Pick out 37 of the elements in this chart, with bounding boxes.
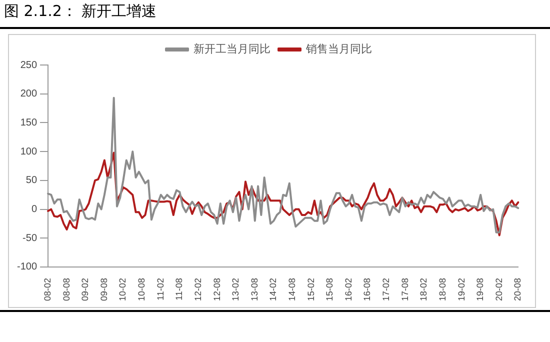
- x-tick-label: 18-02: [418, 278, 429, 302]
- x-tick-label: 08-08: [61, 278, 72, 302]
- x-tick-label: 17-08: [400, 278, 410, 302]
- x-tick-label: 19-02: [456, 278, 466, 302]
- x-tick-label: 18-08: [437, 278, 448, 302]
- y-tick-label: 250: [20, 60, 38, 71]
- x-tick-label: 17-02: [381, 278, 392, 302]
- x-tick-label: 09-02: [80, 278, 90, 302]
- x-tick-label: 13-08: [249, 278, 260, 302]
- x-tick-label: 14-08: [286, 278, 297, 302]
- x-tick-label: 10-08: [136, 278, 147, 302]
- x-tick-label: 12-08: [212, 278, 222, 302]
- x-tick-label: 20-08: [512, 278, 523, 302]
- x-tick-label: 09-08: [98, 278, 109, 302]
- y-tick-label: 50: [26, 175, 38, 186]
- x-tick-label: 13-02: [230, 278, 241, 302]
- x-tick-label: 16-08: [362, 278, 372, 302]
- x-tick-label: 15-02: [306, 278, 316, 302]
- x-tick-label: 16-02: [343, 278, 354, 302]
- x-tick-label: 20-02: [494, 278, 504, 302]
- y-tick-label: 150: [20, 117, 38, 128]
- y-tick-label: 100: [20, 146, 38, 158]
- x-tick-label: 19-08: [475, 278, 486, 302]
- x-tick-label: 11-02: [155, 278, 166, 300]
- x-tick-label: 10-02: [118, 278, 128, 302]
- x-tick-label: 08-02: [42, 278, 52, 302]
- y-tick-label: -100: [17, 262, 38, 273]
- y-tick-label: 200: [20, 88, 38, 100]
- x-tick-label: 14-02: [268, 278, 278, 302]
- legend-label: 新开工当月同比: [194, 42, 270, 56]
- x-tick-label: 15-08: [324, 278, 335, 302]
- y-tick-label: 0: [31, 204, 38, 216]
- chart-title: 图 2.1.2： 新开工增速: [4, 2, 157, 21]
- x-tick-label: 11-08: [174, 278, 184, 300]
- legend-label: 销售当月同比: [305, 42, 372, 56]
- x-tick-label: 12-02: [192, 278, 203, 302]
- y-tick-label: -50: [22, 232, 38, 244]
